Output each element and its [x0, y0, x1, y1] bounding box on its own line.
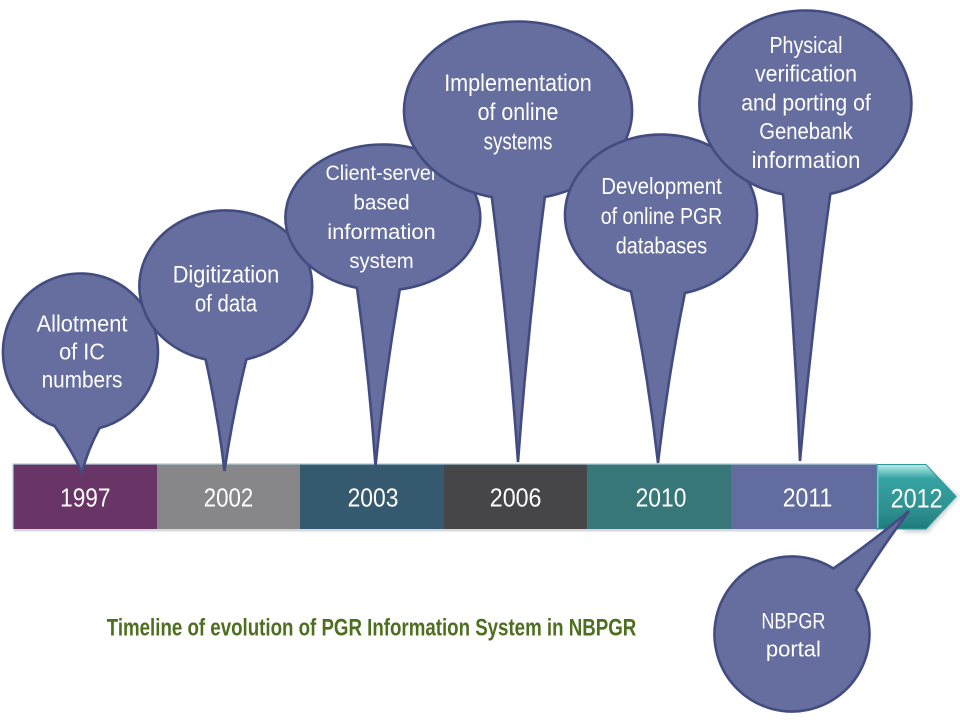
svg-text:Development: Development: [601, 173, 722, 199]
svg-text:portal: portal: [766, 637, 821, 662]
svg-text:of IC: of IC: [59, 339, 105, 365]
svg-text:2003: 2003: [348, 485, 399, 513]
svg-text:2011: 2011: [783, 485, 833, 513]
svg-text:information: information: [752, 147, 861, 173]
svg-text:2006: 2006: [490, 485, 542, 513]
svg-text:information: information: [327, 220, 435, 244]
svg-text:and porting of: and porting of: [741, 89, 871, 115]
svg-text:databases: databases: [616, 233, 707, 259]
svg-text:of data: of data: [195, 291, 258, 318]
svg-text:2012: 2012: [891, 484, 943, 514]
svg-text:NBPGR: NBPGR: [761, 608, 825, 633]
svg-text:Digitization: Digitization: [173, 262, 280, 289]
svg-text:Timeline of evolution of PGR I: Timeline of evolution of PGR Information…: [107, 615, 637, 642]
svg-text:of online PGR: of online PGR: [601, 203, 723, 229]
svg-text:based: based: [353, 191, 409, 215]
svg-text:numbers: numbers: [42, 367, 123, 393]
svg-text:verification: verification: [755, 61, 857, 87]
svg-text:Genebank: Genebank: [759, 118, 853, 144]
svg-text:1997: 1997: [60, 485, 110, 513]
svg-text:system: system: [349, 249, 413, 273]
svg-text:2010: 2010: [636, 485, 687, 513]
svg-text:of online: of online: [478, 99, 559, 126]
svg-text:Client-server: Client-server: [326, 161, 438, 185]
svg-text:Implementation: Implementation: [444, 70, 592, 97]
svg-text:systems: systems: [484, 128, 553, 155]
svg-text:2002: 2002: [204, 485, 254, 513]
svg-text:Physical: Physical: [769, 32, 842, 58]
svg-text:Allotment: Allotment: [37, 310, 128, 336]
